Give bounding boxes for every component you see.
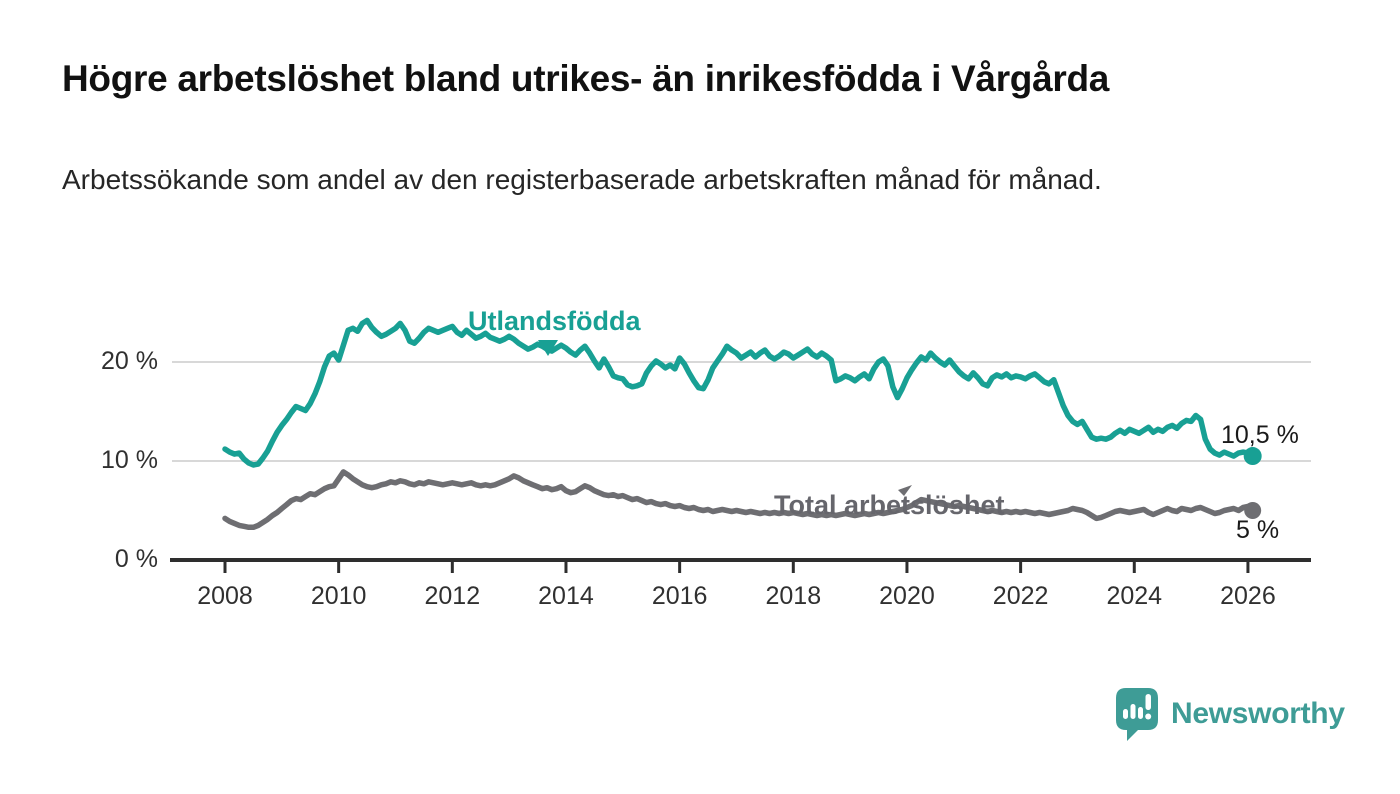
page-title: Högre arbetslöshet bland utrikes- än inr… [62, 58, 1110, 99]
total-pointer-mark [898, 485, 912, 496]
x-tick-label: 2010 [310, 582, 367, 610]
series-label-utlandsfodda: Utlandsfödda [468, 306, 641, 336]
y-tick-label: 0 % [114, 545, 158, 573]
x-tick-label: 2008 [197, 582, 253, 610]
x-tick-label: 2026 [1220, 582, 1276, 610]
x-tick-label: 2016 [651, 582, 708, 610]
y-tick-label: 20 % [101, 347, 158, 375]
x-tick-label: 2022 [992, 582, 1049, 610]
x-tick-label: 2014 [538, 582, 594, 610]
end-dot-0 [1243, 447, 1262, 466]
end-value-label-utlandsfodda: 10,5 % [1221, 421, 1299, 449]
x-tick-label: 2024 [1106, 582, 1163, 610]
page-subtitle: Arbetssökande som andel av den registerb… [62, 164, 1102, 195]
x-tick-label: 2018 [765, 582, 822, 610]
y-tick-label: 10 % [101, 446, 158, 474]
series-line-0 [222, 317, 1256, 468]
x-tick-label: 2012 [424, 582, 481, 610]
utlandsfodda-pointer-triangle [538, 340, 558, 356]
series-line-1 [222, 469, 1256, 531]
end-value-label-total: 5 % [1236, 516, 1280, 544]
series-label-total-arbetsloshet: Total arbetslöshet [774, 490, 1005, 520]
x-tick-label: 2020 [879, 582, 935, 610]
newsworthy-logo: Newsworthy [1114, 686, 1345, 742]
newsworthy-bubble-chart-icon [1116, 688, 1158, 741]
end-dot-1 [1244, 502, 1262, 519]
newsworthy-wordmark: Newsworthy [1171, 697, 1345, 730]
